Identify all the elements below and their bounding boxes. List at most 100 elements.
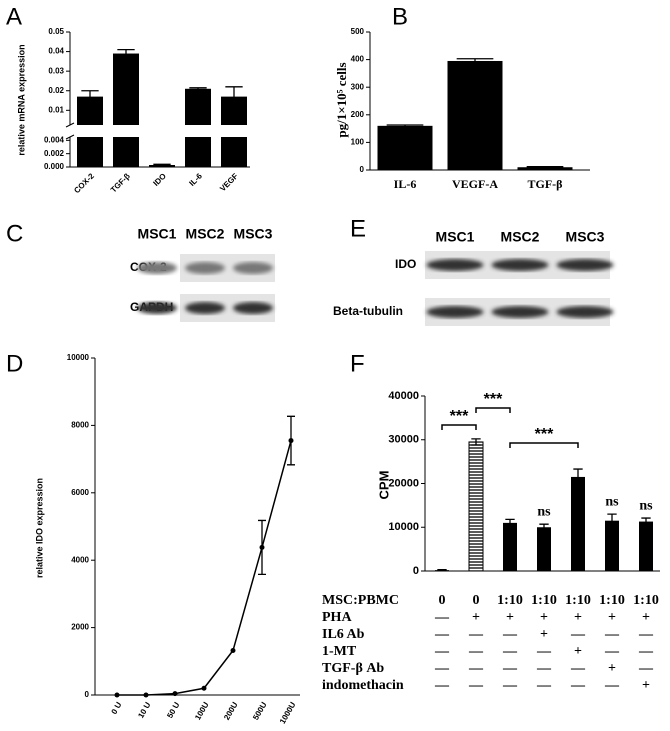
x-tick-label: IL-6 <box>187 171 204 188</box>
lane-label: MSC3 <box>566 229 605 245</box>
x-tick-label: IL-6 <box>394 177 417 191</box>
condition-value: — <box>604 644 620 659</box>
blot-band <box>185 302 225 314</box>
bar <box>639 521 653 571</box>
bar <box>517 167 573 170</box>
x-tick-label: TGF-β <box>528 177 563 191</box>
blot-band <box>426 259 484 271</box>
axis-break <box>65 122 75 128</box>
bar <box>447 60 503 171</box>
x-tick-label: VEGF-A <box>452 177 498 191</box>
bar <box>77 137 103 167</box>
significance-label: ns <box>639 498 653 513</box>
error-bar <box>189 87 207 91</box>
y-tick-label: 0.002 <box>44 149 65 158</box>
bar <box>503 522 517 571</box>
condition-name: TGF-β Ab <box>322 661 384 676</box>
condition-value: — <box>536 678 552 693</box>
significance-bracket <box>509 442 579 448</box>
bar <box>185 137 211 167</box>
y-tick-label: 500 <box>351 27 365 36</box>
condition-value: — <box>434 661 450 676</box>
y-tick-label: 0.05 <box>48 27 64 36</box>
lane-label: MSC1 <box>436 229 475 245</box>
y-axis-label: relative mRNA expression <box>16 44 26 155</box>
bar <box>377 125 433 170</box>
panel-label: F <box>350 350 365 377</box>
condition-value: + <box>574 610 582 625</box>
condition-value: — <box>638 627 654 642</box>
x-tick-label: TGF-β <box>109 171 132 194</box>
condition-value: + <box>608 610 616 625</box>
y-tick-label: 10000 <box>67 353 90 362</box>
y-tick-label: 200 <box>351 110 365 119</box>
condition-value: — <box>502 678 518 693</box>
error-bar <box>456 58 494 64</box>
blot-band <box>185 262 225 274</box>
line <box>117 440 292 696</box>
condition-value: 1:10 <box>633 593 659 608</box>
point <box>230 648 236 654</box>
condition-value: — <box>570 678 586 693</box>
bar <box>468 441 484 572</box>
bar <box>221 137 247 167</box>
panel-label: A <box>6 3 22 30</box>
y-tick-label: 0.000 <box>44 162 65 171</box>
bar <box>113 53 139 125</box>
error-bar <box>437 569 447 572</box>
error-bar <box>117 48 135 59</box>
error-bar <box>225 86 243 108</box>
y-tick-label: 400 <box>351 55 365 64</box>
condition-value: — <box>468 678 484 693</box>
point <box>143 692 149 698</box>
condition-value: — <box>468 661 484 676</box>
condition-value: + <box>642 678 650 693</box>
significance-label: *** <box>535 426 554 443</box>
y-tick-label: 6000 <box>71 488 89 497</box>
blot-band <box>556 306 614 318</box>
y-tick-label: 0.01 <box>48 105 64 114</box>
y-tick-label: 300 <box>351 82 365 91</box>
y-axis-label: CPM <box>376 471 391 500</box>
error-bar <box>153 163 171 167</box>
blot-band <box>137 262 177 274</box>
condition-name: 1-MT <box>322 644 357 659</box>
error-bar <box>81 90 99 104</box>
x-tick-label: 500U <box>251 700 268 721</box>
y-tick-label: 40000 <box>388 390 419 402</box>
condition-value: — <box>570 627 586 642</box>
condition-name: indomethacin <box>322 678 404 693</box>
lane-label: MSC3 <box>234 226 273 242</box>
y-tick-label: 20000 <box>388 477 419 489</box>
error-bar <box>471 438 481 446</box>
significance-label: ns <box>605 494 619 509</box>
panel-label: C <box>6 220 23 247</box>
panel-label: E <box>350 215 366 242</box>
bar <box>605 520 619 571</box>
condition-value: — <box>434 678 450 693</box>
y-tick-label: 30000 <box>388 434 419 446</box>
lane-label: MSC1 <box>138 226 177 242</box>
blot-band <box>137 302 177 314</box>
significance-bracket <box>475 407 511 413</box>
blot-band <box>491 259 549 271</box>
condition-value: 0 <box>439 593 446 608</box>
error-bar <box>287 415 295 466</box>
y-tick-label: 0.004 <box>44 135 65 144</box>
y-axis-label: pg/1×10⁵ cells <box>334 62 349 137</box>
condition-name: PHA <box>322 610 352 625</box>
y-tick-label: 2000 <box>71 623 89 632</box>
condition-value: — <box>434 627 450 642</box>
condition-value: — <box>502 661 518 676</box>
x-tick-label: 200U <box>222 700 239 721</box>
y-tick-label: 10000 <box>388 521 419 533</box>
point <box>201 685 207 691</box>
condition-value: — <box>434 610 450 625</box>
condition-value: + <box>472 610 480 625</box>
condition-value: 0 <box>473 593 480 608</box>
y-tick-label: 0 <box>413 565 419 577</box>
lane-label: MSC2 <box>501 229 540 245</box>
error-bar <box>607 513 617 528</box>
error-bar <box>526 166 564 169</box>
condition-name: MSC:PBMC <box>322 593 399 608</box>
